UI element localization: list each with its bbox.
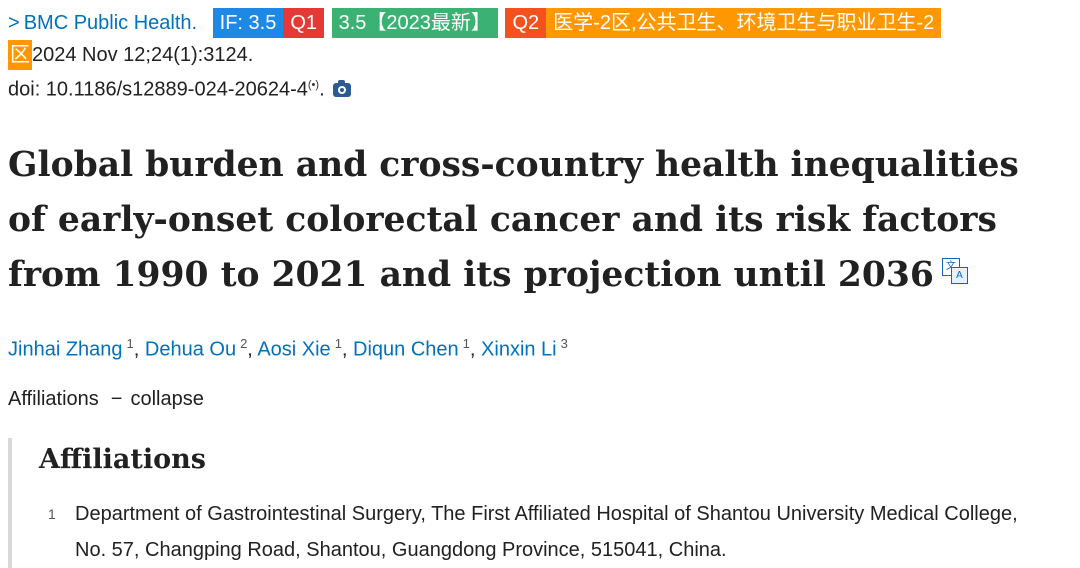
affiliations-heading: Affiliations [39,444,206,475]
author-link[interactable]: Xinxin Li [481,338,557,361]
citation-line-2: 区 2024 Nov 12;24(1):3124. [8,40,1068,70]
category-badge: 医学-2区,公共卫生、环境卫生与职业卫生-2 [546,8,942,38]
camera-icon[interactable] [332,79,351,97]
author-affiliation-number[interactable]: 1 [334,336,342,351]
journal-name: BMC Public Health. [23,12,198,34]
category-badge-continued: 区 [8,40,32,70]
article-title: Global burden and cross-country health i… [8,138,1068,303]
doi-text[interactable]: doi: 10.1186/s12889-024-20624-4 [8,78,308,101]
doi-line: doi: 10.1186/s12889-024-20624-4(•). [8,70,1068,105]
affiliation-item: 1 Department of Gastrointestinal Surgery… [48,496,1048,568]
doi-period: . [319,78,325,101]
impact-factor-2023-badge: 3.5【2023最新】 [331,8,498,38]
publication-date-volume: 2024 Nov 12;24(1):3124. [32,44,254,66]
article-title-text: Global burden and cross-country health i… [8,145,1019,295]
chevron-right-icon: > [8,12,20,34]
collapse-action-label: collapse [130,388,204,410]
author-link[interactable]: Diqun Chen [353,338,459,361]
affiliations-toggle[interactable]: Affiliations − collapse [8,384,204,414]
affiliations-panel: Affiliations 1 Department of Gastrointes… [8,438,1072,568]
doi-marker: (•) [307,79,320,91]
author-affiliation-number[interactable]: 2 [240,336,248,351]
impact-factor-badge: IF: 3.5 [212,8,284,38]
quartile-q1-badge: Q1 [283,8,325,38]
affiliation-text: Department of Gastrointestinal Surgery, … [75,503,1018,561]
author-affiliation-number[interactable]: 3 [560,336,568,351]
author-link[interactable]: Dehua Ou [144,338,237,361]
author-affiliation-number[interactable]: 1 [126,336,134,351]
author-list: Jinhai Zhang 1, Dehua Ou 2, Aosi Xie 1, Diq… [8,336,568,361]
journal-link[interactable]: > BMC Public Health. [8,12,197,34]
affiliation-number: 1 [48,506,56,522]
translate-icon[interactable]: 文A [941,258,968,284]
author-link[interactable]: Aosi Xie [257,338,331,361]
translate-icon-target-char: A [950,267,968,284]
collapse-dash-icon: − [110,388,123,410]
author-affiliation-number[interactable]: 1 [462,336,470,351]
quartile-q2-badge: Q2 [505,8,547,38]
citation-block: > BMC Public Health. IF: 3.5 Q1 3.5【2023最新… [8,7,1068,105]
citation-line-1: > BMC Public Health. IF: 3.5 Q1 3.5【2023最新… [8,7,1068,40]
affiliations-toggle-label: Affiliations [8,388,99,410]
author-link[interactable]: Jinhai Zhang [8,338,123,361]
